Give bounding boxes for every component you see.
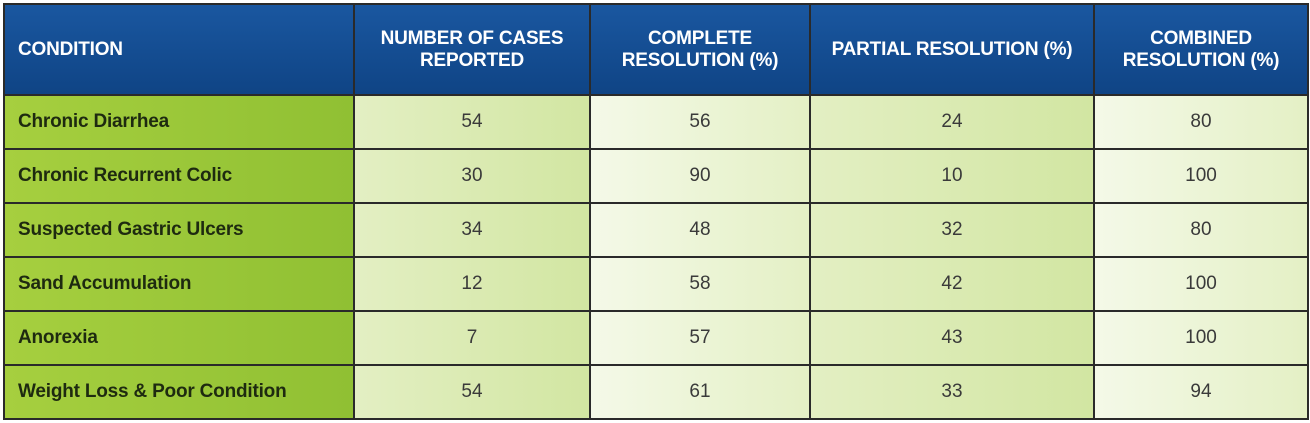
combined-resolution-cell: 100 — [1093, 310, 1309, 366]
cases-cell: 54 — [353, 94, 591, 150]
table-header: CONDITION NUMBER OF CASES REPORTED COMPL… — [3, 3, 1309, 96]
table-body: Chronic Diarrhea 54 56 24 80 Chronic Rec… — [3, 94, 1309, 420]
condition-cell: Chronic Diarrhea — [3, 94, 355, 150]
partial-resolution-cell: 24 — [809, 94, 1095, 150]
header-row: CONDITION NUMBER OF CASES REPORTED COMPL… — [3, 3, 1309, 96]
complete-resolution-cell: 48 — [589, 202, 811, 258]
complete-resolution-cell: 61 — [589, 364, 811, 420]
combined-resolution-cell: 100 — [1093, 148, 1309, 204]
table-row: Sand Accumulation 12 58 42 100 — [3, 256, 1309, 312]
cases-cell: 7 — [353, 310, 591, 366]
combined-resolution-cell: 80 — [1093, 94, 1309, 150]
condition-cell: Anorexia — [3, 310, 355, 366]
header-complete-resolution-line1: COMPLETE — [648, 27, 752, 49]
cases-cell: 12 — [353, 256, 591, 312]
resolution-table-container: CONDITION NUMBER OF CASES REPORTED COMPL… — [3, 3, 1309, 420]
table-row: Chronic Diarrhea 54 56 24 80 — [3, 94, 1309, 150]
condition-cell: Sand Accumulation — [3, 256, 355, 312]
complete-resolution-cell: 56 — [589, 94, 811, 150]
combined-resolution-cell: 100 — [1093, 256, 1309, 312]
table-row: Anorexia 7 57 43 100 — [3, 310, 1309, 366]
header-number-of-cases-line2: REPORTED — [420, 49, 524, 71]
partial-resolution-cell: 33 — [809, 364, 1095, 420]
partial-resolution-cell: 32 — [809, 202, 1095, 258]
partial-resolution-cell: 43 — [809, 310, 1095, 366]
header-condition-label: CONDITION — [18, 38, 123, 60]
header-number-of-cases-line1: NUMBER OF CASES — [380, 27, 564, 49]
condition-cell: Chronic Recurrent Colic — [3, 148, 355, 204]
header-complete-resolution-line2: RESOLUTION (%) — [621, 49, 779, 71]
condition-cell: Suspected Gastric Ulcers — [3, 202, 355, 258]
table-row: Chronic Recurrent Colic 30 90 10 100 — [3, 148, 1309, 204]
partial-resolution-cell: 42 — [809, 256, 1095, 312]
header-complete-resolution: COMPLETE RESOLUTION (%) — [589, 3, 811, 96]
combined-resolution-cell: 80 — [1093, 202, 1309, 258]
complete-resolution-cell: 58 — [589, 256, 811, 312]
cases-cell: 54 — [353, 364, 591, 420]
combined-resolution-cell: 94 — [1093, 364, 1309, 420]
header-partial-resolution: PARTIAL RESOLUTION (%) — [809, 3, 1095, 96]
table-row: Weight Loss & Poor Condition 54 61 33 94 — [3, 364, 1309, 420]
cases-cell: 34 — [353, 202, 591, 258]
header-combined-resolution-line1: COMBINED — [1150, 27, 1252, 49]
header-combined-resolution: COMBINED RESOLUTION (%) — [1093, 3, 1309, 96]
table-row: Suspected Gastric Ulcers 34 48 32 80 — [3, 202, 1309, 258]
condition-cell: Weight Loss & Poor Condition — [3, 364, 355, 420]
header-combined-resolution-line2: RESOLUTION (%) — [1122, 49, 1280, 71]
header-partial-resolution-label: PARTIAL RESOLUTION (%) — [831, 38, 1073, 60]
complete-resolution-cell: 57 — [589, 310, 811, 366]
header-condition: CONDITION — [3, 3, 355, 96]
cases-cell: 30 — [353, 148, 591, 204]
resolution-table: CONDITION NUMBER OF CASES REPORTED COMPL… — [3, 3, 1309, 420]
partial-resolution-cell: 10 — [809, 148, 1095, 204]
complete-resolution-cell: 90 — [589, 148, 811, 204]
header-number-of-cases: NUMBER OF CASES REPORTED — [353, 3, 591, 96]
